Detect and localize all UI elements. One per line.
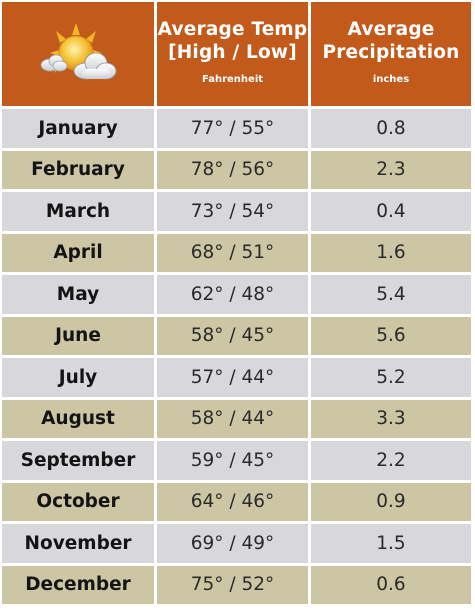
temp-cell: 73° / 54° (157, 192, 308, 231)
temp-unit-label: Fahrenheit (201, 74, 264, 85)
table-row: December 75° / 52° 0.6 (2, 565, 471, 604)
precip-header-line1: Average (347, 19, 435, 40)
month-cell: January (2, 109, 154, 148)
table-row: June 58° / 45° 5.6 (2, 316, 471, 355)
month-cell: May (2, 275, 154, 314)
temp-cell: 64° / 46° (157, 482, 308, 521)
precip-cell: 0.8 (311, 109, 471, 148)
temp-cell: 78° / 56° (157, 150, 308, 189)
table-row: September 59° / 45° 2.2 (2, 441, 471, 480)
table-row: November 69° / 49° 1.5 (2, 524, 471, 563)
precip-cell: 0.4 (311, 192, 471, 231)
temp-cell: 58° / 44° (157, 399, 308, 438)
precip-cell: 5.2 (311, 358, 471, 397)
temp-cell: 62° / 48° (157, 275, 308, 314)
table-row: October 64° / 46° 0.9 (2, 482, 471, 521)
month-cell: August (2, 399, 154, 438)
precip-cell: 5.4 (311, 275, 471, 314)
temp-header-line2: [High / Low] (168, 42, 297, 63)
precip-cell: 5.6 (311, 316, 471, 355)
precip-cell: 0.9 (311, 482, 471, 521)
month-cell: March (2, 192, 154, 231)
month-cell: November (2, 524, 154, 563)
table-row: February 78° / 56° 2.3 (2, 150, 471, 189)
table-row: May 62° / 48° 5.4 (2, 275, 471, 314)
month-cell: September (2, 441, 154, 480)
month-cell: April (2, 233, 154, 272)
month-cell: July (2, 358, 154, 397)
table-row: January 77° / 55° 0.8 (2, 109, 471, 148)
month-cell: October (2, 482, 154, 521)
precip-cell: 3.3 (311, 399, 471, 438)
table-row: April 68° / 51° 1.6 (2, 233, 471, 272)
precip-header-line2: Precipitation (322, 42, 460, 63)
precip-unit-label: inches (372, 74, 410, 85)
precip-cell: 0.6 (311, 565, 471, 604)
precip-cell: 1.5 (311, 524, 471, 563)
temp-header-title: Average Temp [High / Low] (158, 18, 308, 64)
precip-cell: 2.2 (311, 441, 471, 480)
temp-cell: 69° / 49° (157, 524, 308, 563)
temp-cell: 77° / 55° (157, 109, 308, 148)
sun-behind-clouds-icon (40, 23, 117, 80)
precip-cell: 2.3 (311, 150, 471, 189)
month-cell: February (2, 150, 154, 189)
precip-header-title: Average Precipitation (322, 18, 459, 64)
temp-cell: 58° / 45° (157, 316, 308, 355)
temp-column-header: Average Temp [High / Low] Fahrenheit (157, 2, 308, 106)
temp-cell: 75° / 52° (157, 565, 308, 604)
table-row: July 57° / 44° 5.2 (2, 358, 471, 397)
table-header: Average Temp [High / Low] Fahrenheit Ave… (2, 2, 471, 106)
temp-cell: 59° / 45° (157, 441, 308, 480)
temp-header-line1: Average Temp (157, 19, 308, 40)
precip-cell: 1.6 (311, 233, 471, 272)
climate-table: Average Temp [High / Low] Fahrenheit Ave… (2, 2, 471, 606)
weather-icon-cell (2, 2, 154, 106)
month-cell: December (2, 565, 154, 604)
temp-cell: 68° / 51° (157, 233, 308, 272)
table-row: August 58° / 44° 3.3 (2, 399, 471, 438)
temp-cell: 57° / 44° (157, 358, 308, 397)
month-cell: June (2, 316, 154, 355)
precip-column-header: Average Precipitation inches (311, 2, 471, 106)
table-row: March 73° / 54° 0.4 (2, 192, 471, 231)
